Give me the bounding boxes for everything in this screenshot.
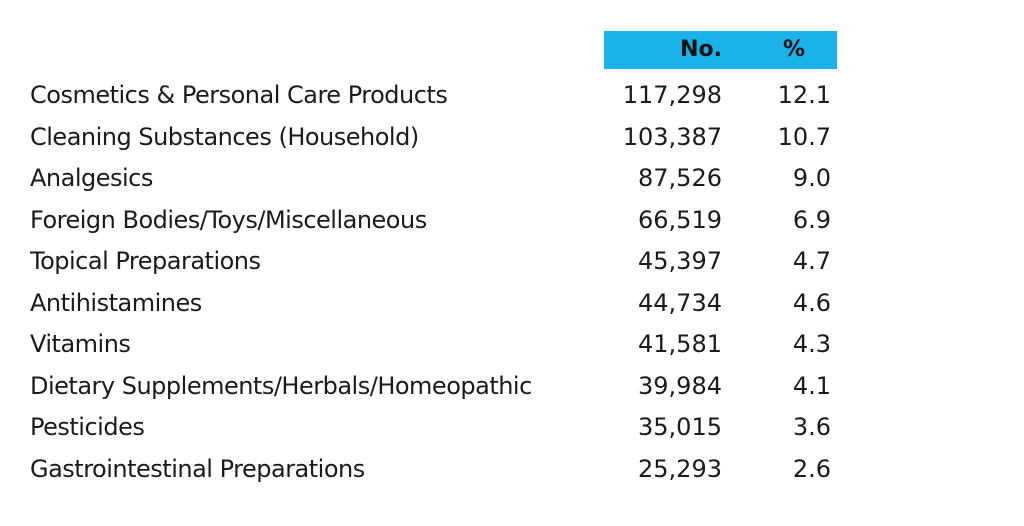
row-count: 25,293 (638, 454, 722, 483)
row-percent: 4.7 (792, 247, 831, 275)
row-category: Foreign Bodies/Toys/Miscellaneous (30, 205, 427, 234)
row-count: 35,015 (638, 413, 722, 441)
table-row: Vitamins 41,581 4.3 (0, 324, 1024, 366)
row-category: Topical Preparations (30, 247, 261, 275)
column-header-no: No. (680, 37, 722, 62)
row-count: 103,387 (622, 122, 722, 151)
row-percent: 6.9 (792, 205, 831, 234)
row-percent: 12.1 (777, 81, 831, 109)
row-count: 39,984 (638, 371, 722, 400)
table-row: Cleaning Substances (Household) 103,387 … (0, 117, 1024, 159)
row-percent: 3.6 (792, 413, 831, 441)
row-percent: 4.3 (792, 330, 831, 358)
row-count: 66,519 (638, 205, 722, 234)
table-row: Topical Preparations 45,397 4.7 (0, 241, 1024, 283)
row-category: Pesticides (30, 413, 145, 441)
row-count: 44,734 (638, 288, 722, 317)
table-row: Pesticides 35,015 3.6 (0, 407, 1024, 449)
table-row: Analgesics 87,526 9.0 (0, 158, 1024, 200)
table-header: No. % (604, 31, 837, 69)
row-count: 41,581 (638, 330, 722, 358)
row-percent: 9.0 (792, 164, 831, 192)
table-row: Cosmetics & Personal Care Products 117,2… (0, 75, 1024, 117)
row-percent: 4.6 (792, 288, 831, 317)
row-count: 45,397 (638, 247, 722, 275)
row-category: Cosmetics & Personal Care Products (30, 81, 448, 109)
table-row: Dietary Supplements/Herbals/Homeopathic … (0, 366, 1024, 408)
table-row: Foreign Bodies/Toys/Miscellaneous 66,519… (0, 200, 1024, 242)
row-category: Antihistamines (30, 288, 202, 317)
row-percent: 2.6 (792, 454, 831, 483)
row-category: Vitamins (30, 330, 131, 358)
row-percent: 4.1 (792, 371, 831, 400)
row-percent: 10.7 (777, 122, 831, 151)
table-body: Cosmetics & Personal Care Products 117,2… (0, 75, 1024, 490)
table-row: Gastrointestinal Preparations 25,293 2.6 (0, 449, 1024, 491)
row-count: 87,526 (638, 164, 722, 192)
table-row: Antihistamines 44,734 4.6 (0, 283, 1024, 325)
row-category: Dietary Supplements/Herbals/Homeopathic (30, 371, 532, 400)
column-header-percent: % (782, 37, 806, 62)
row-category: Gastrointestinal Preparations (30, 454, 365, 483)
row-count: 117,298 (622, 81, 722, 109)
row-category: Analgesics (30, 164, 153, 192)
row-category: Cleaning Substances (Household) (30, 122, 419, 151)
